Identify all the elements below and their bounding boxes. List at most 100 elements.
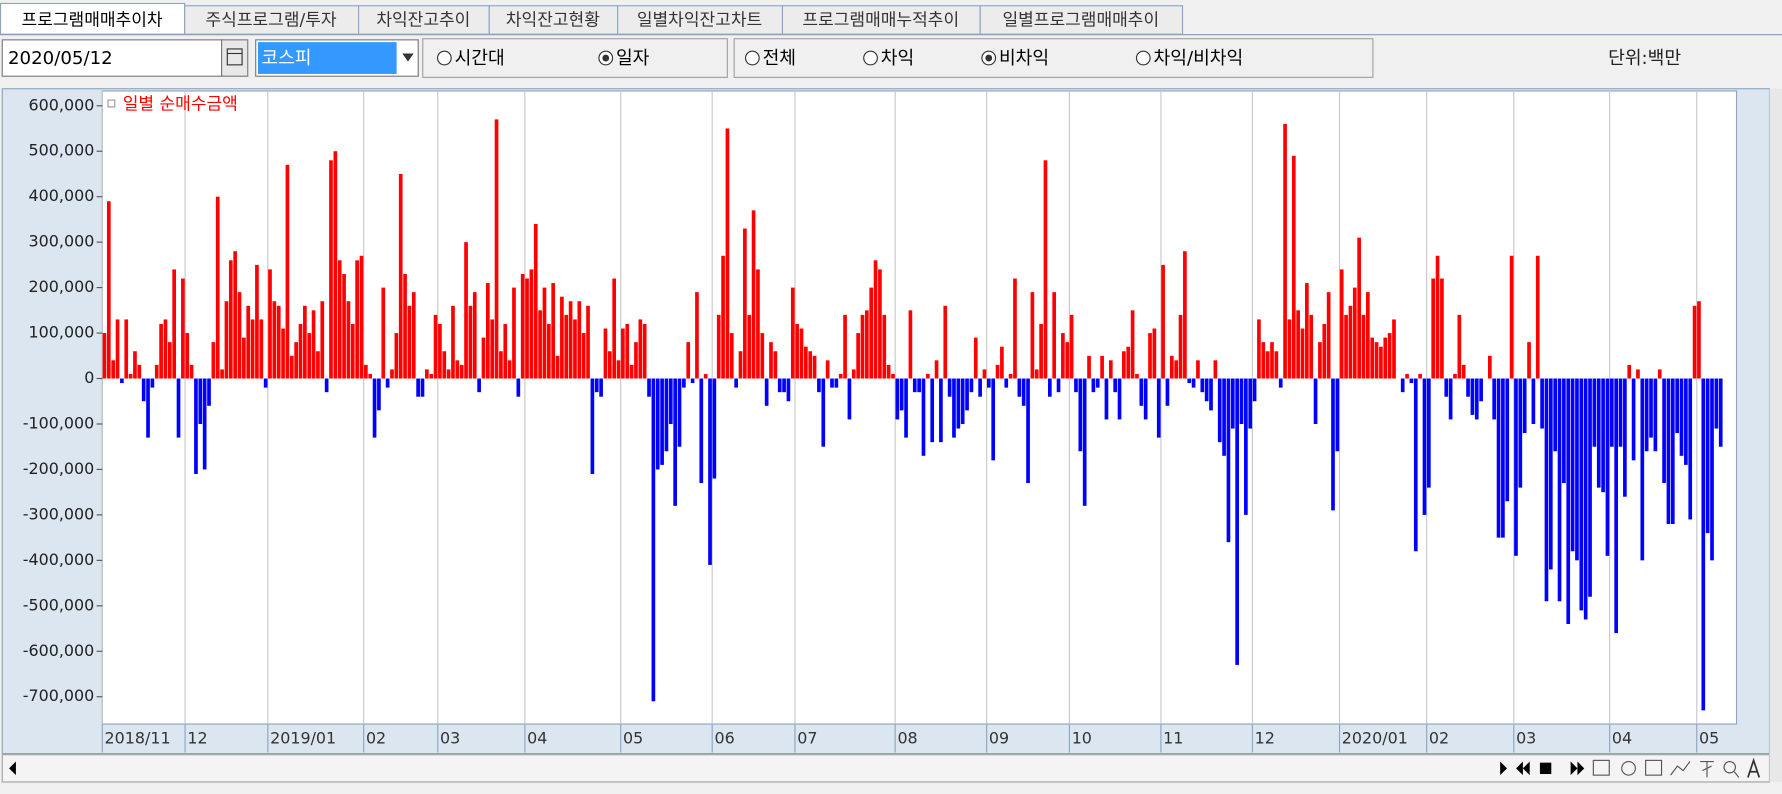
bar (1457, 314, 1462, 379)
bar (1000, 346, 1004, 379)
bar (189, 364, 194, 379)
bar (1601, 378, 1605, 493)
bar (298, 323, 303, 379)
radio[interactable] (1135, 50, 1151, 66)
bar (586, 305, 590, 379)
y-tick-label: 500,000 (29, 141, 95, 160)
tab[interactable] (357, 5, 490, 35)
tab[interactable] (0, 2, 186, 35)
zoom-button[interactable] (1723, 760, 1736, 774)
radio-label: 비차익 (999, 48, 1049, 69)
bar (825, 360, 830, 379)
bar (1614, 378, 1619, 634)
bar (337, 260, 342, 379)
tab[interactable] (488, 5, 619, 35)
calendar-button[interactable] (221, 39, 249, 77)
bar (102, 333, 107, 379)
x-tick-label: 12 (187, 728, 207, 747)
bar (420, 378, 425, 397)
tab-bar: 프로그램매매추이차 주식프로그램/투자 차익잔고추이 차익잔고현황 일별차익잔고차트 프로… (0, 2, 1184, 35)
vertical-scrollbar[interactable] (1769, 88, 1782, 782)
bar (1156, 378, 1161, 438)
bar (1492, 378, 1497, 420)
bar (194, 378, 198, 474)
bar (1509, 255, 1514, 379)
bar (546, 323, 551, 379)
bar (1609, 378, 1614, 447)
radio-dot (602, 54, 610, 62)
bar (747, 314, 752, 379)
plot: 2018/11 12 2019/01 02 03 04 05 06 07 08 09 10 11 12 20… (23, 90, 1723, 753)
bar (220, 369, 224, 379)
tab[interactable] (979, 5, 1184, 35)
bar (259, 319, 264, 379)
bar (1352, 287, 1357, 379)
bar (115, 319, 120, 379)
bar (1679, 378, 1684, 456)
bar (1017, 378, 1022, 397)
tab[interactable] (184, 5, 360, 35)
radio[interactable] (863, 50, 878, 66)
bar (808, 351, 813, 379)
draw-tool[interactable] (1700, 760, 1714, 778)
bar (1069, 314, 1074, 379)
bar (1148, 333, 1152, 379)
scroll-track[interactable] (1, 754, 1771, 783)
bar (1366, 292, 1370, 379)
bar (272, 301, 277, 379)
bar (1487, 355, 1492, 379)
bar (499, 351, 503, 379)
bar (1296, 310, 1300, 379)
bar (943, 305, 948, 379)
bar (721, 255, 725, 379)
bar (629, 364, 634, 379)
bar (507, 360, 512, 379)
bar (1675, 378, 1679, 434)
radio[interactable] (436, 50, 452, 66)
market-text: 코스피 (261, 48, 311, 69)
bar (1318, 342, 1322, 379)
bar (1535, 255, 1540, 379)
bar (1710, 378, 1714, 561)
combo-arrow[interactable] (402, 53, 414, 62)
radio[interactable] (744, 50, 760, 66)
bar (1169, 355, 1174, 379)
bar (1357, 237, 1361, 379)
font-button[interactable] (1747, 757, 1761, 778)
bar (725, 128, 730, 379)
x-tick-label: 05 (623, 728, 643, 747)
bar (594, 378, 599, 393)
radio-label: 차익 (881, 48, 914, 69)
bar (734, 378, 738, 388)
bar (1379, 346, 1383, 379)
bar (1570, 378, 1575, 552)
bar (891, 373, 895, 379)
bar (141, 378, 146, 402)
radio-label: 시간대 (455, 48, 505, 69)
bar (1322, 323, 1327, 379)
bar (1087, 355, 1091, 379)
bar (263, 378, 268, 388)
bar (756, 269, 760, 379)
bar (276, 305, 281, 379)
tab[interactable] (781, 5, 981, 35)
bar (1108, 360, 1113, 379)
bar (1448, 378, 1453, 420)
scroll-right[interactable] (1500, 761, 1507, 776)
settings-button[interactable] (1621, 760, 1636, 776)
bar (120, 378, 124, 384)
bar (285, 164, 290, 379)
bar (481, 337, 486, 379)
scroll-left[interactable] (9, 761, 16, 776)
tool-button[interactable] (1645, 759, 1663, 776)
bar (333, 151, 338, 379)
tool-button[interactable] (1592, 759, 1610, 776)
line-tool[interactable] (1670, 761, 1691, 776)
y-tick-label: 200,000 (29, 277, 95, 296)
tab-label: 프로그램매매추이차 (22, 11, 163, 31)
bar (965, 378, 969, 411)
bar (939, 378, 943, 443)
stop-button[interactable] (1539, 762, 1552, 775)
bar (320, 301, 325, 379)
bar (1361, 314, 1366, 379)
